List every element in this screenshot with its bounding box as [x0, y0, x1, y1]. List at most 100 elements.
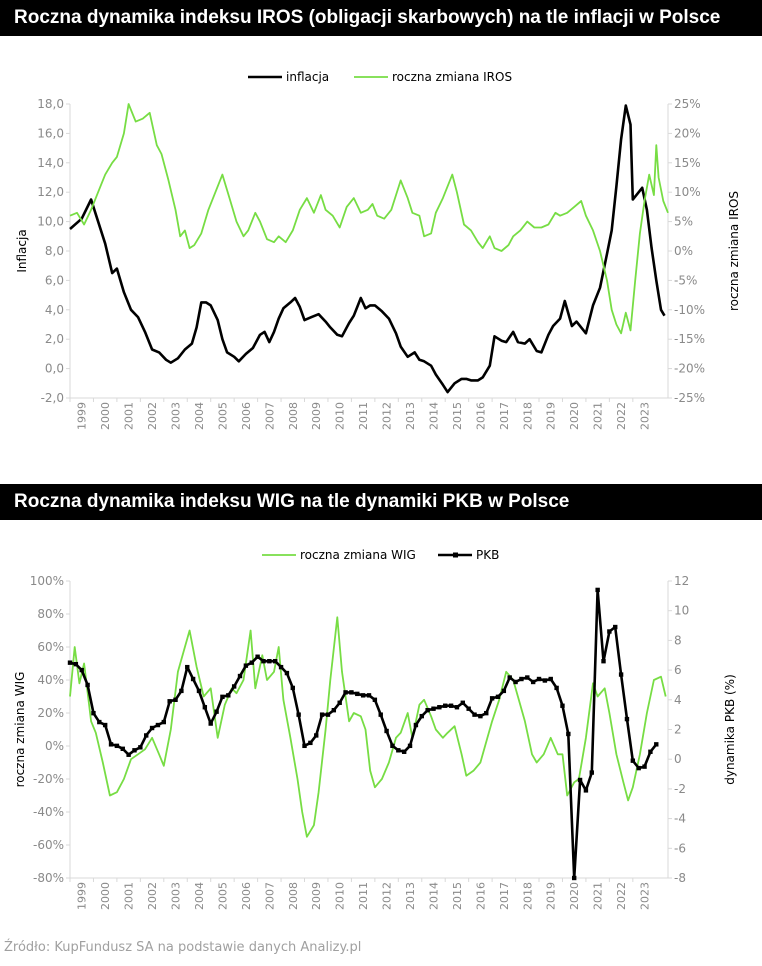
pkb-marker: [478, 713, 483, 719]
y-tick-label: -20%: [33, 772, 64, 786]
pkb-marker: [132, 748, 137, 753]
pkb-marker: [613, 624, 618, 630]
pkb-marker: [102, 722, 108, 728]
x-tick-label: 2014: [427, 402, 440, 430]
pkb-marker: [536, 676, 542, 682]
y-axis-title: roczna zmiana WIG: [13, 672, 27, 788]
y-tick-label: 2,0: [45, 332, 64, 346]
y-tick-label: -40%: [33, 805, 64, 819]
pkb-marker: [413, 722, 419, 728]
pkb-marker: [401, 749, 407, 754]
pkb-marker: [302, 743, 307, 749]
pkb-marker: [308, 740, 313, 746]
pkb-marker: [167, 699, 172, 704]
y2-tick-label: -25%: [674, 391, 705, 405]
x-tick-label: 2020: [568, 402, 581, 430]
x-tick-label: 2020: [568, 882, 581, 910]
y-tick-label: 8,0: [45, 244, 64, 258]
pkb-marker: [554, 685, 559, 691]
x-tick-label: 2001: [123, 882, 136, 910]
pkb-marker: [249, 660, 254, 665]
x-tick-label: 2019: [545, 402, 558, 430]
series-line-roczna-zmiana-wig: [69, 616, 667, 838]
y2-axis-title: dynamika PKB (%): [723, 674, 737, 785]
y-tick-label: 12,0: [37, 185, 64, 199]
pkb-marker: [624, 716, 630, 722]
y2-tick-label: 8: [674, 633, 682, 647]
pkb-marker: [325, 712, 331, 717]
pkb-marker: [314, 733, 319, 738]
pkb-marker: [636, 765, 641, 771]
series-line-inflacja: [69, 104, 666, 394]
x-tick-label: 2002: [146, 882, 159, 910]
y-tick-label: 18,0: [37, 97, 64, 111]
pkb-marker: [513, 679, 518, 685]
pkb-marker: [366, 693, 372, 698]
pkb-marker: [507, 675, 512, 680]
x-tick-label: 2022: [615, 882, 628, 910]
y-tick-label: 80%: [37, 607, 64, 621]
x-tick-label: 2015: [451, 882, 464, 910]
x-tick-label: 2021: [592, 402, 605, 430]
y2-tick-label: 12: [674, 574, 689, 588]
y-tick-label: 6,0: [45, 273, 64, 287]
pkb-marker: [530, 679, 536, 685]
pkb-marker: [196, 688, 202, 694]
pkb-marker: [79, 667, 84, 673]
pkb-marker: [278, 664, 284, 670]
legend-label: roczna zmiana IROS: [392, 70, 512, 84]
legend-label: PKB: [476, 548, 499, 562]
pkb-marker: [571, 875, 577, 881]
y2-tick-label: 20%: [674, 126, 701, 140]
pkb-marker: [284, 670, 290, 676]
x-tick-label: 2016: [474, 402, 487, 430]
pkb-marker: [484, 710, 489, 716]
pkb-marker: [231, 684, 237, 689]
x-tick-label: 2010: [334, 882, 347, 910]
pkb-marker: [566, 731, 571, 737]
x-tick-label: 2017: [498, 402, 511, 430]
series-line-roczna-zmiana-iros: [69, 103, 669, 335]
y2-tick-label: 5%: [674, 215, 693, 229]
pkb-marker: [448, 703, 454, 708]
x-tick-label: 2006: [240, 882, 253, 910]
iros-inflation-chart: 18,0 16,0 14,0 12,0 10,0 8,0 6,0 4,0 2,0 0,0 -2,0 2…: [15, 70, 741, 430]
x-tick-label: 1999: [76, 402, 89, 430]
x-tick-label: 2019: [545, 882, 558, 910]
y2-tick-label: 4: [674, 693, 682, 707]
y-tick-label: -80%: [33, 871, 64, 885]
pkb-marker: [120, 746, 125, 752]
x-tick-label: 2018: [521, 882, 534, 910]
pkb-marker: [243, 663, 249, 668]
pkb-marker: [407, 743, 413, 749]
y2-tick-label: 6: [674, 663, 682, 677]
y-tick-label: -2,0: [41, 391, 64, 405]
y-axis-title: Inflacja: [15, 229, 29, 272]
x-tick-label: 2009: [310, 402, 323, 430]
pkb-marker: [618, 672, 624, 677]
pkb-marker: [390, 743, 395, 749]
pkb-marker: [425, 707, 430, 713]
x-tick-label: 2001: [123, 402, 136, 430]
y2-tick-label: 2: [674, 723, 682, 737]
x-tick-label: 2008: [287, 402, 300, 430]
pkb-marker: [208, 721, 213, 726]
legend-label: roczna zmiana WIG: [300, 548, 416, 562]
x-tick-label: 2000: [99, 882, 112, 910]
pkb-marker: [272, 658, 278, 664]
x-tick-label: 2023: [639, 882, 652, 910]
legend-label: inflacja: [286, 70, 329, 84]
x-tick-label: 2004: [193, 882, 206, 910]
pkb-marker: [607, 629, 612, 634]
pkb-marker: [214, 709, 219, 714]
pkb-marker: [648, 749, 653, 754]
pkb-marker: [525, 675, 530, 680]
pkb-marker: [454, 705, 460, 710]
pkb-marker: [501, 688, 507, 694]
y2-tick-label: -20%: [674, 362, 705, 376]
chart-title-wig-gdp: Roczna dynamika indeksu WIG na tle dynam…: [0, 484, 762, 520]
pkb-marker: [97, 719, 102, 725]
pkb-marker: [630, 758, 636, 763]
x-tick-label: 2006: [240, 402, 253, 430]
pkb-marker: [495, 694, 501, 700]
